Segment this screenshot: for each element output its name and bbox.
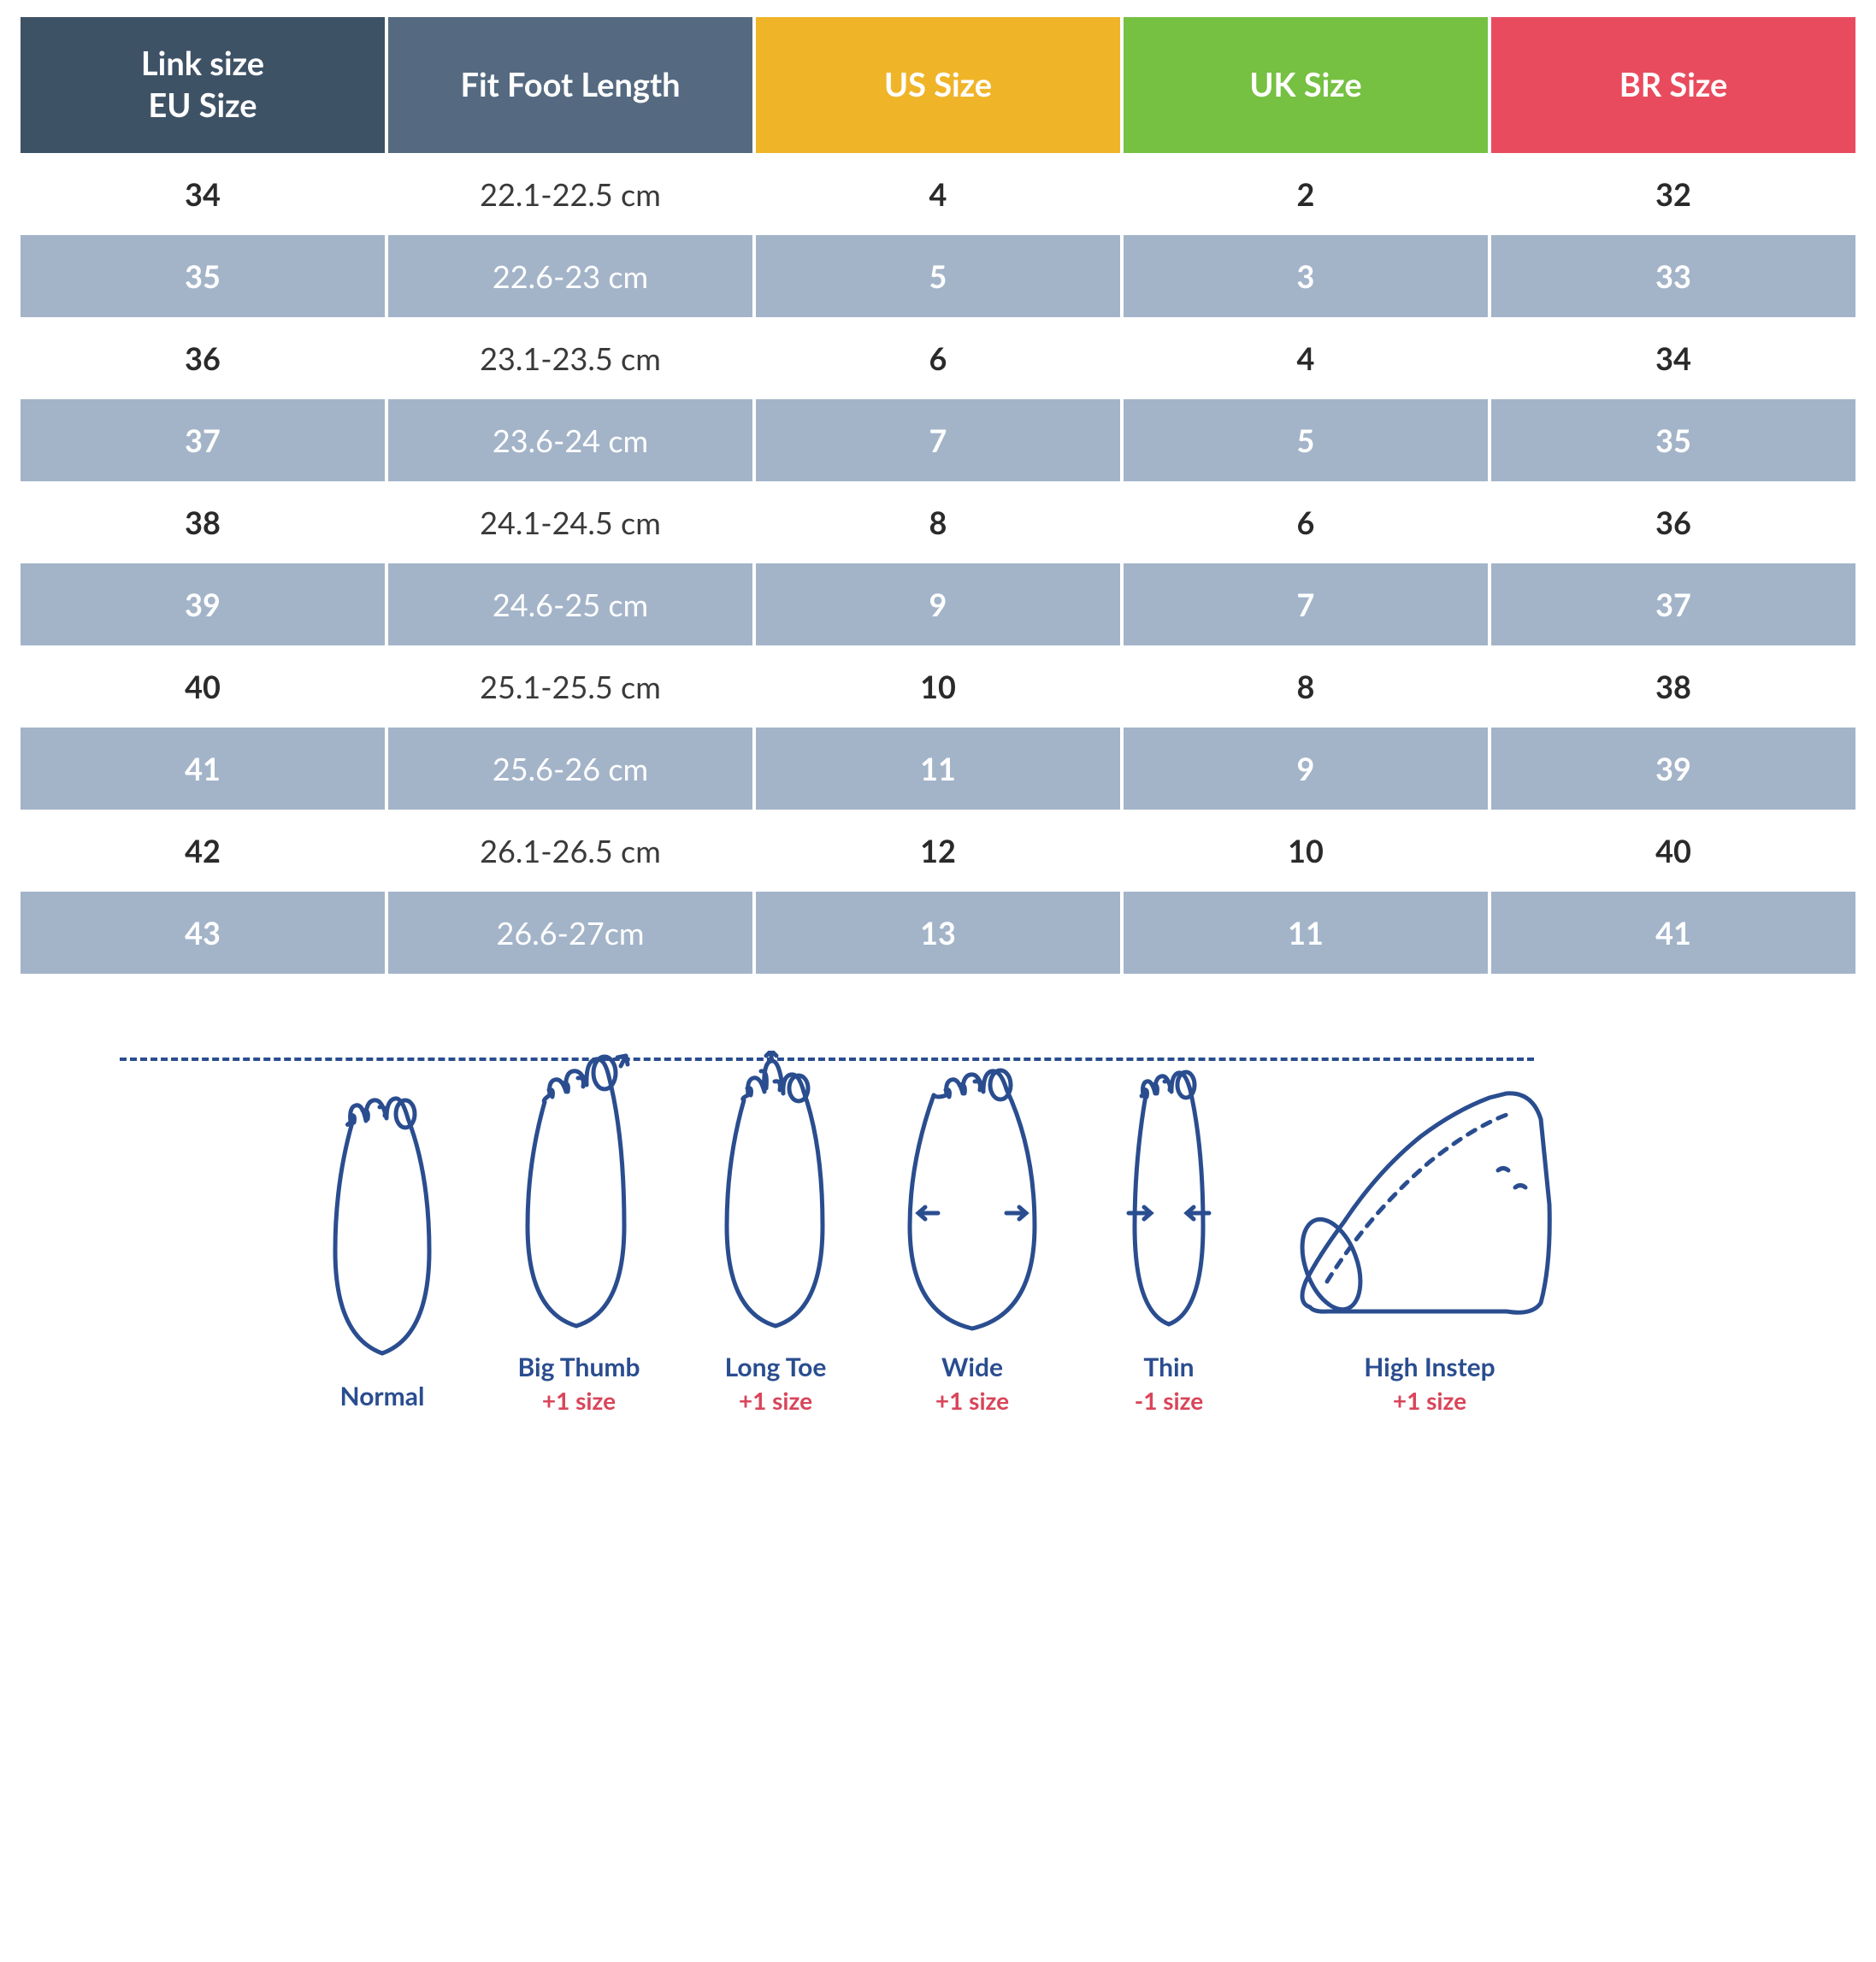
header-us: US Size (756, 17, 1120, 153)
cell-uk: 7 (1124, 563, 1488, 645)
table-row: 3522.6-23 cm5333 (21, 235, 1855, 317)
cell-length: 24.6-25 cm (388, 563, 752, 645)
cell-br: 32 (1491, 153, 1855, 235)
header-uk: UK Size (1124, 17, 1488, 153)
foot-thin-icon (1088, 1051, 1250, 1341)
cell-length: 22.6-23 cm (388, 235, 752, 317)
foot-adj: +1 size (935, 1386, 1009, 1415)
foot-wide-icon (891, 1051, 1053, 1341)
table-row: 4326.6-27cm131141 (21, 892, 1855, 974)
foot-type-section: Normal Big Thumb +1 size (17, 1051, 1859, 1415)
cell-uk: 8 (1124, 645, 1488, 728)
cell-length: 25.6-26 cm (388, 728, 752, 810)
foot-bigthumb-icon (498, 1051, 660, 1341)
cell-uk: 5 (1124, 399, 1488, 481)
cell-uk: 4 (1124, 317, 1488, 399)
cell-br: 38 (1491, 645, 1855, 728)
header-eu-line2: EU Size (148, 85, 257, 125)
foot-item-normal: Normal (301, 1080, 463, 1415)
header-row: Link size EU Size Fit Foot Length US Siz… (21, 17, 1855, 153)
cell-us: 8 (756, 481, 1120, 563)
cell-eu: 37 (21, 399, 385, 481)
cell-br: 40 (1491, 810, 1855, 892)
foot-longtoe-icon (694, 1051, 857, 1341)
foot-label: Big Thumb (517, 1352, 640, 1382)
cell-eu: 35 (21, 235, 385, 317)
cell-us: 12 (756, 810, 1120, 892)
cell-eu: 39 (21, 563, 385, 645)
cell-length: 25.1-25.5 cm (388, 645, 752, 728)
table-row: 4025.1-25.5 cm10838 (21, 645, 1855, 728)
foot-adj: -1 size (1135, 1386, 1203, 1415)
foot-label: Normal (340, 1381, 425, 1411)
cell-length: 22.1-22.5 cm (388, 153, 752, 235)
table-row: 4125.6-26 cm11939 (21, 728, 1855, 810)
cell-br: 36 (1491, 481, 1855, 563)
cell-eu: 40 (21, 645, 385, 728)
foot-item-wide: Wide +1 size (891, 1051, 1053, 1415)
table-row: 3422.1-22.5 cm4232 (21, 153, 1855, 235)
foot-label: High Instep (1364, 1352, 1495, 1382)
foot-item-longtoe: Long Toe +1 size (694, 1051, 857, 1415)
foot-label: Wide (935, 1352, 1009, 1382)
cell-length: 23.1-23.5 cm (388, 317, 752, 399)
foot-label: Thin (1135, 1352, 1203, 1382)
foot-item-bigthumb: Big Thumb +1 size (498, 1051, 660, 1415)
table-row: 3723.6-24 cm7535 (21, 399, 1855, 481)
cell-length: 24.1-24.5 cm (388, 481, 752, 563)
foot-label: Long Toe (725, 1352, 827, 1382)
cell-eu: 34 (21, 153, 385, 235)
cell-br: 33 (1491, 235, 1855, 317)
cell-uk: 3 (1124, 235, 1488, 317)
table-row: 3924.6-25 cm9737 (21, 563, 1855, 645)
cell-us: 6 (756, 317, 1120, 399)
cell-uk: 11 (1124, 892, 1488, 974)
cell-eu: 43 (21, 892, 385, 974)
cell-eu: 36 (21, 317, 385, 399)
foot-normal-icon (301, 1080, 463, 1370)
cell-br: 37 (1491, 563, 1855, 645)
cell-us: 13 (756, 892, 1120, 974)
cell-us: 7 (756, 399, 1120, 481)
foot-item-thin: Thin -1 size (1088, 1051, 1250, 1415)
header-eu-line1: Link size (141, 44, 264, 83)
table-row: 4226.1-26.5 cm121040 (21, 810, 1855, 892)
cell-eu: 41 (21, 728, 385, 810)
cell-br: 35 (1491, 399, 1855, 481)
cell-us: 5 (756, 235, 1120, 317)
table-row: 3623.1-23.5 cm6434 (21, 317, 1855, 399)
cell-length: 26.1-26.5 cm (388, 810, 752, 892)
header-eu: Link size EU Size (21, 17, 385, 153)
cell-eu: 38 (21, 481, 385, 563)
header-br: BR Size (1491, 17, 1855, 153)
cell-us: 9 (756, 563, 1120, 645)
cell-length: 23.6-24 cm (388, 399, 752, 481)
foot-item-highinstep: High Instep +1 size (1284, 1051, 1575, 1415)
cell-br: 41 (1491, 892, 1855, 974)
cell-eu: 42 (21, 810, 385, 892)
cell-uk: 2 (1124, 153, 1488, 235)
cell-br: 34 (1491, 317, 1855, 399)
cell-us: 10 (756, 645, 1120, 728)
table-row: 3824.1-24.5 cm8636 (21, 481, 1855, 563)
cell-uk: 9 (1124, 728, 1488, 810)
cell-br: 39 (1491, 728, 1855, 810)
header-length: Fit Foot Length (388, 17, 752, 153)
cell-length: 26.6-27cm (388, 892, 752, 974)
foot-adj: +1 size (517, 1386, 640, 1415)
size-chart-table: Link size EU Size Fit Foot Length US Siz… (17, 17, 1859, 974)
foot-adj: +1 size (725, 1386, 827, 1415)
cell-us: 11 (756, 728, 1120, 810)
dashed-line (120, 1058, 1534, 1061)
cell-uk: 10 (1124, 810, 1488, 892)
foot-adj: +1 size (1364, 1386, 1495, 1415)
foot-highinstep-icon (1284, 1051, 1575, 1341)
cell-uk: 6 (1124, 481, 1488, 563)
cell-us: 4 (756, 153, 1120, 235)
